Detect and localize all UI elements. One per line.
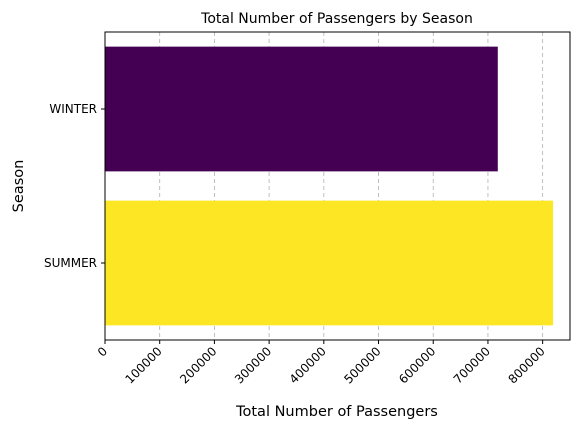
x-tick-label: 600000 [396,344,438,386]
x-tick-label: 400000 [287,344,329,386]
bars [105,46,554,326]
x-axis-label: Total Number of Passengers [235,404,438,420]
bar-summer [105,200,554,326]
x-tick-label: 200000 [177,344,219,386]
x-tick-label: 300000 [232,344,274,386]
x-tick-label: 700000 [451,344,493,386]
chart-title: Total Number of Passengers by Season [200,11,473,27]
y-tick-label: WINTER [49,102,97,116]
y-tick-label: SUMMER [44,256,97,270]
x-tick-label: 0 [95,344,110,359]
x-tick-label: 100000 [123,344,165,386]
y-axis-ticks: WINTER SUMMER [44,102,105,270]
x-tick-label: 800000 [505,344,547,386]
plot-frame [104,31,571,341]
bar-winter [105,46,498,172]
x-tick-label: 500000 [341,344,383,386]
x-axis-ticks: 0 100000 200000 300000 400000 500000 600000 700… [95,340,548,387]
y-axis-label: Season [11,160,27,213]
